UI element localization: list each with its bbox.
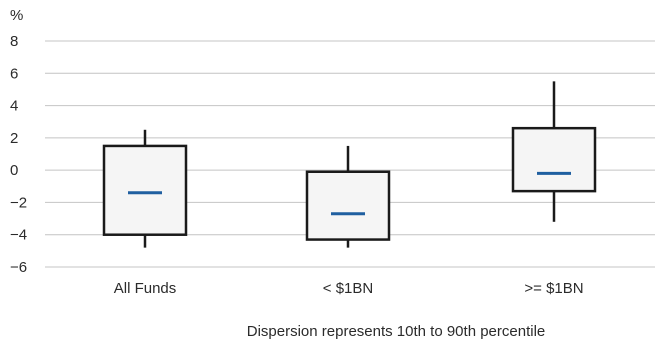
y-tick-label: −6: [10, 259, 27, 276]
box-group: [305, 145, 391, 248]
y-axis-ticks: 8 6 4 2 0 −2 −4 −6: [10, 33, 27, 276]
y-tick-label: 0: [10, 162, 18, 179]
x-category-label: >= $1BN: [524, 280, 583, 297]
chart-caption: Dispersion represents 10th to 90th perce…: [247, 323, 546, 340]
boxes: [102, 81, 597, 248]
y-tick-label: −4: [10, 227, 27, 244]
y-tick-label: 8: [10, 33, 18, 50]
box: [511, 126, 597, 193]
box-group: [102, 129, 188, 248]
x-category-label: All Funds: [114, 280, 177, 297]
y-tick-label: 6: [10, 65, 18, 82]
box: [305, 170, 391, 241]
x-category-label: < $1BN: [323, 280, 373, 297]
box: [102, 144, 188, 236]
y-tick-label: −2: [10, 194, 27, 211]
y-tick-label: 2: [10, 130, 18, 147]
x-axis-categories: All Funds < $1BN >= $1BN: [114, 280, 584, 297]
y-tick-label: 4: [10, 98, 18, 115]
box-group: [511, 81, 597, 222]
y-axis-unit-label: %: [10, 7, 23, 24]
